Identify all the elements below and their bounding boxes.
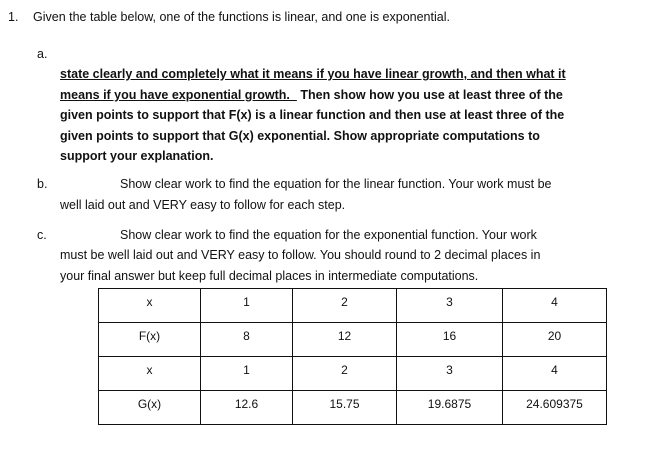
table-cell: 2 — [292, 356, 397, 391]
part-a-line: given points to support that F(x) is a l… — [60, 108, 565, 122]
table-cell: G(x) — [98, 390, 201, 425]
table-row: G(x) 12.6 15.75 19.6875 24.609375 — [98, 390, 607, 425]
table-cell: 4 — [502, 356, 607, 391]
table-cell: 3 — [396, 356, 503, 391]
part-a-underlined: means if you have exponential growth. — [60, 88, 297, 102]
table-cell: 24.609375 — [502, 390, 607, 425]
part-c-label: c. — [37, 228, 47, 242]
part-b-line: well laid out and VERY easy to follow fo… — [60, 198, 346, 212]
table-cell: 19.6875 — [396, 390, 503, 425]
table-cell: 20 — [502, 322, 607, 357]
part-a-label: a. — [37, 47, 48, 61]
part-a-rest: Then show how you use at least three of … — [300, 88, 563, 102]
table-cell: x — [98, 356, 201, 391]
table-cell: 12 — [292, 322, 397, 357]
part-c-line: must be well laid out and VERY easy to f… — [60, 248, 541, 262]
part-a-line: given points to support that G(x) expone… — [60, 129, 540, 143]
part-a-line: state clearly and completely what it mea… — [60, 67, 566, 81]
table-cell: 2 — [292, 288, 397, 323]
values-table: x 1 2 3 4 F(x) 8 12 16 20 x 1 2 3 4 G(x) 12.6 15.75 19.687… — [98, 288, 607, 425]
table-cell: 3 — [396, 288, 503, 323]
question-intro: Given the table below, one of the functi… — [33, 10, 450, 24]
table-cell: 4 — [502, 288, 607, 323]
part-b-line: Show clear work to find the equation for… — [120, 177, 552, 191]
table-cell: F(x) — [98, 322, 201, 357]
table-cell: 12.6 — [200, 390, 293, 425]
table-cell: 1 — [200, 288, 293, 323]
part-c-line: your final answer but keep full decimal … — [60, 269, 479, 283]
table-cell: 15.75 — [292, 390, 397, 425]
table-cell: 8 — [200, 322, 293, 357]
table-cell: 1 — [200, 356, 293, 391]
part-a-line: means if you have exponential growth. Th… — [60, 88, 563, 102]
table-row: F(x) 8 12 16 20 — [98, 322, 607, 357]
part-c-line: Show clear work to find the equation for… — [120, 228, 537, 242]
table-cell: 16 — [396, 322, 503, 357]
question-number: 1. — [8, 10, 19, 24]
table-cell: x — [98, 288, 201, 323]
part-b-label: b. — [37, 177, 48, 191]
part-a-line: support your explanation. — [60, 149, 214, 163]
